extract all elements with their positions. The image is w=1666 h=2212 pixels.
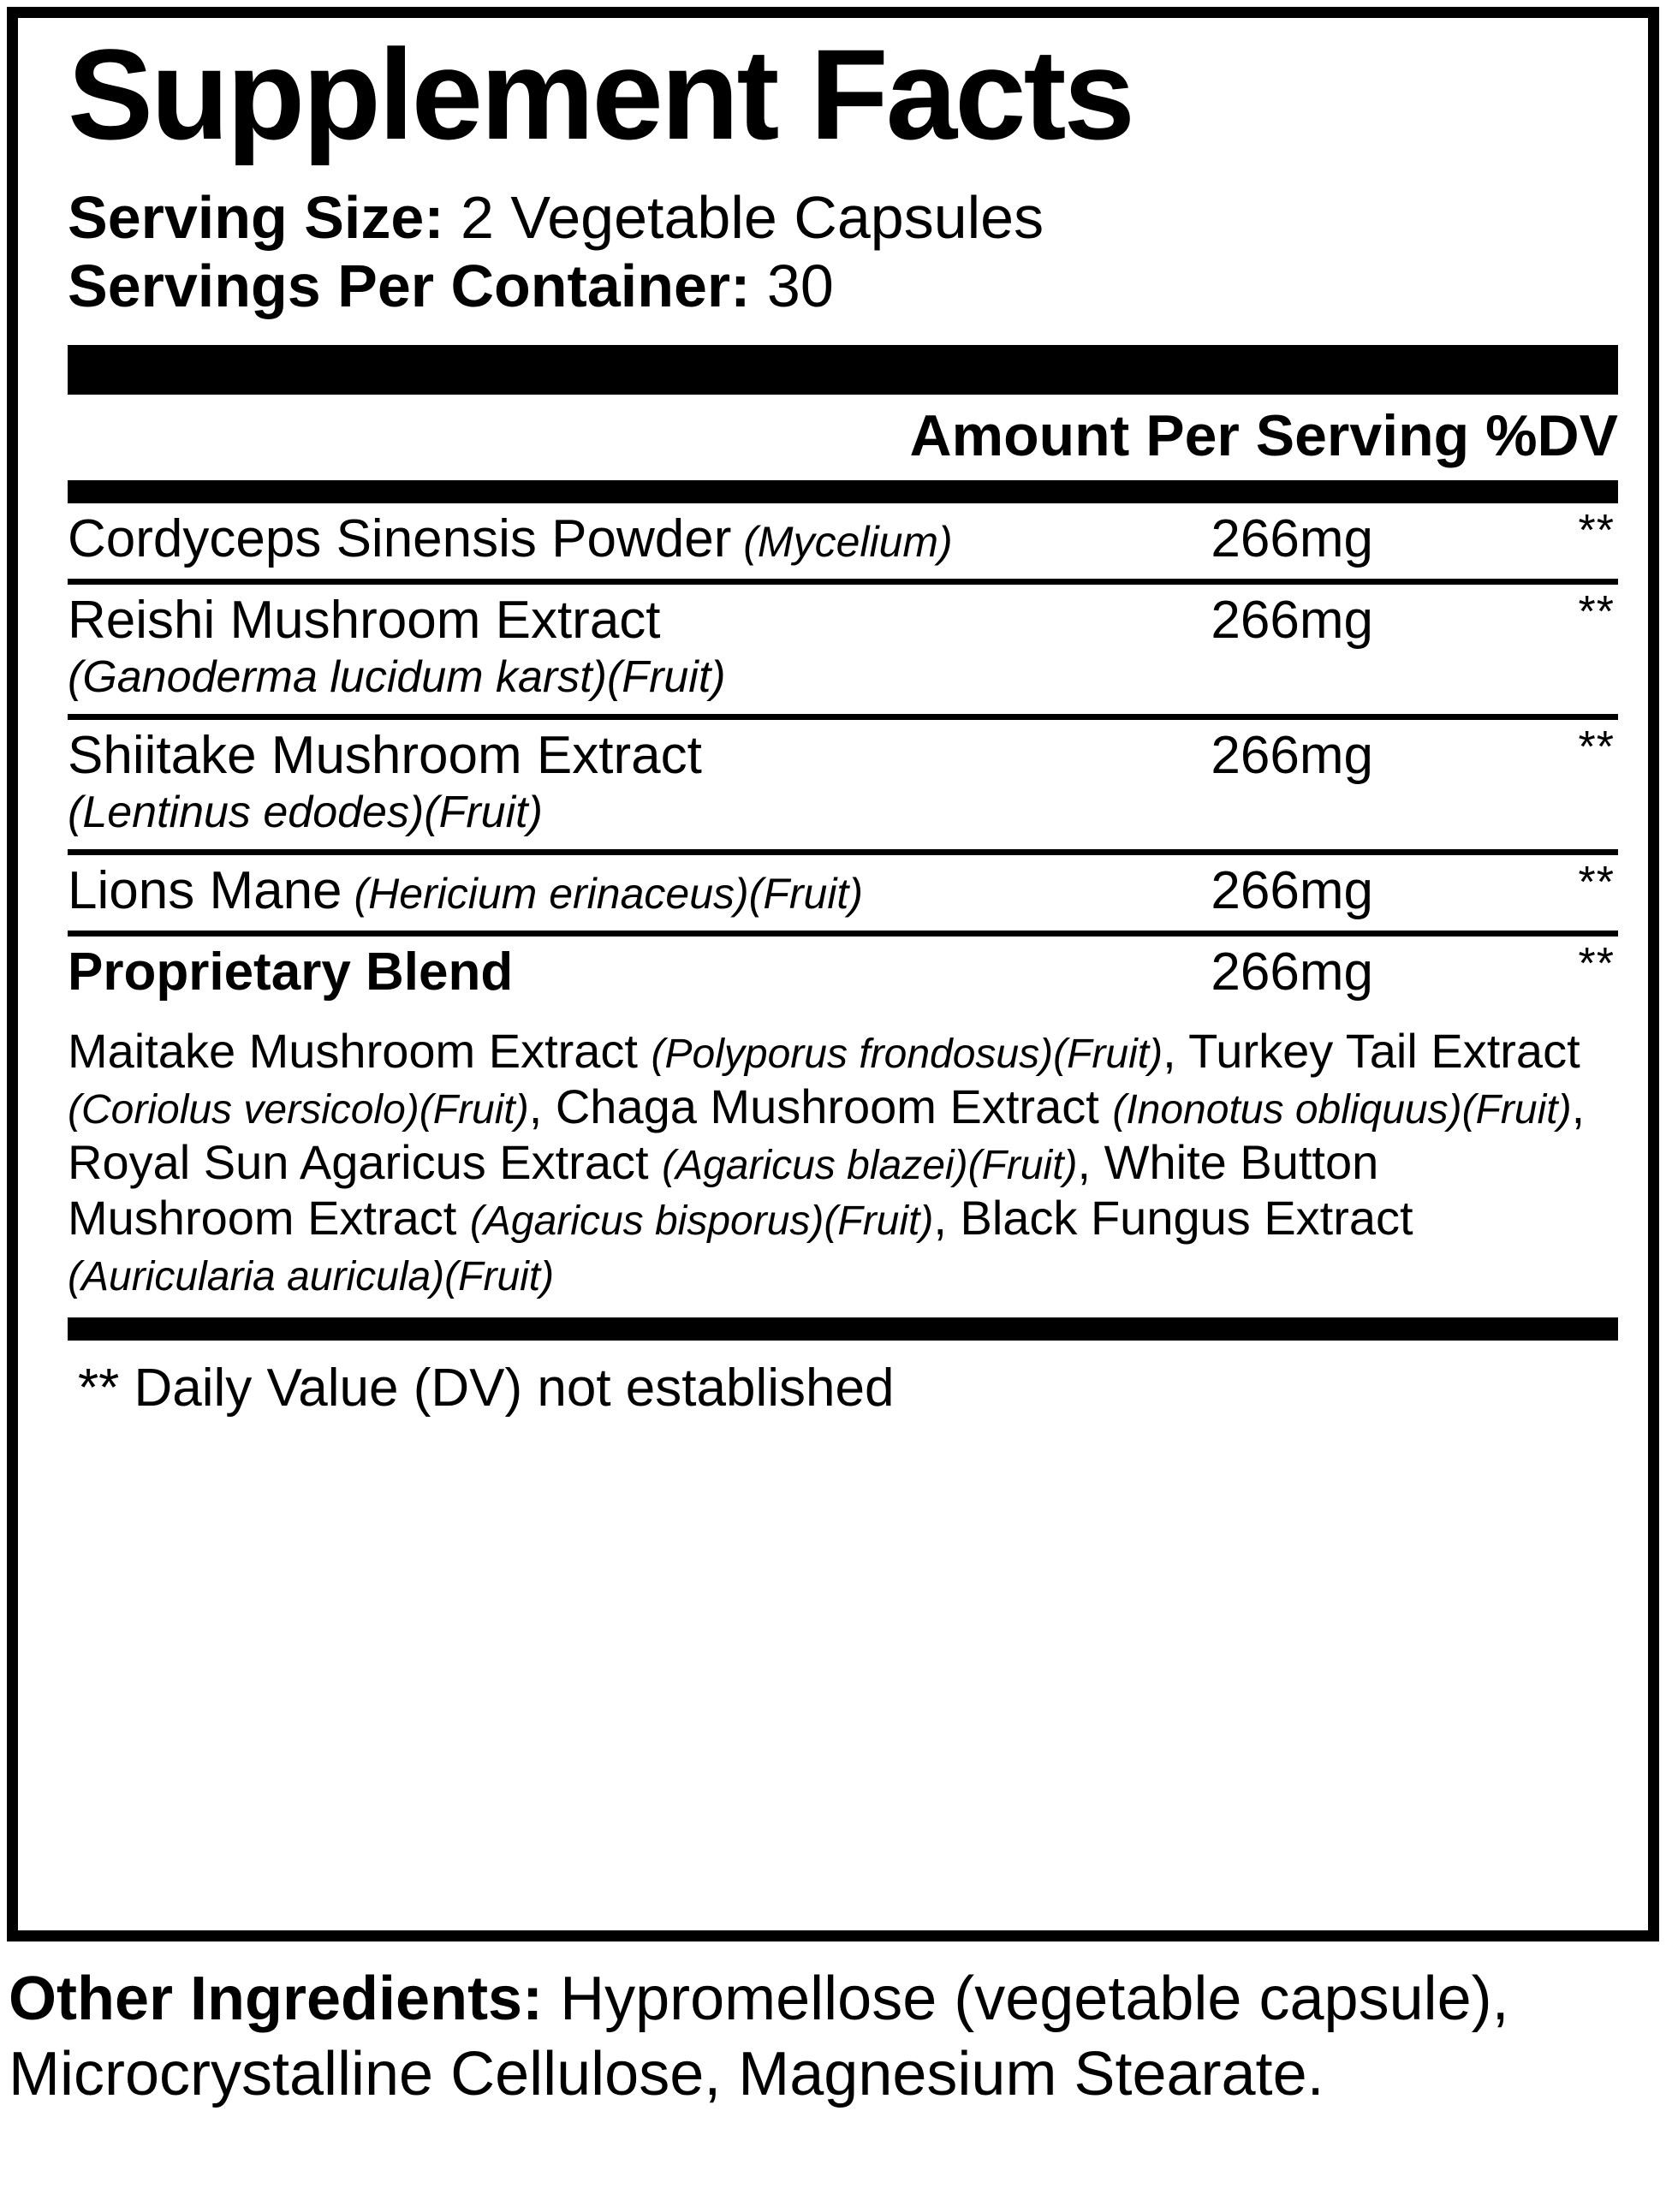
- serving-size-label: Serving Size:: [68, 184, 444, 251]
- blend-common-name: , Turkey Tail Extract: [1163, 1024, 1580, 1079]
- other-ingredients-value: Hypromellose (vegetable capsule), Microc…: [9, 1965, 1509, 2108]
- ingredient-amount: 266mg: [1211, 725, 1373, 785]
- row-separator-rule: [68, 849, 1618, 856]
- supplement-facts-panel: Supplement Facts Serving Size: 2 Vegetab…: [7, 7, 1659, 1941]
- header-bottom-rule: [68, 479, 1618, 503]
- blend-latin-name: (Agaricus bisporus)(Fruit): [469, 1198, 934, 1244]
- blend-common-name: , Royal Sun Agaricus Extract: [68, 1079, 1586, 1189]
- page-title: Supplement Facts: [68, 22, 1135, 166]
- ingredient-daily-value: **: [1578, 939, 1615, 990]
- serving-size-line: Serving Size: 2 Vegetable Capsules: [68, 184, 1618, 253]
- ingredient-row: Reishi Mushroom Extract (Ganoderma lucidu…: [68, 585, 1618, 714]
- ingredient-name: Lions Mane (Hericium erinaceus)(Fruit): [68, 861, 1618, 921]
- ingredient-row: Lions Mane (Hericium erinaceus)(Fruit) 26…: [68, 855, 1618, 931]
- footnote-top-rule: [68, 1317, 1618, 1341]
- blend-common-name: , Chaga Mushroom Extract: [528, 1079, 1113, 1134]
- ingredient-rows: Cordyceps Sinensis Powder (Mycelium) 266m…: [68, 503, 1618, 1012]
- ingredient-amount: 266mg: [1211, 861, 1373, 921]
- ingredient-name-text: Lions Mane: [68, 861, 342, 921]
- blend-common-name: , White Button Mushroom Extract: [68, 1134, 1379, 1245]
- amount-per-serving-header: Amount Per Serving %DV: [909, 402, 1619, 468]
- ingredient-row: Shiitake Mushroom Extract (Lentinus edode…: [68, 720, 1618, 849]
- blend-latin-name: (Coriolus versicolo)(Fruit): [68, 1087, 529, 1133]
- servings-per-container-value: 30: [766, 252, 834, 319]
- ingredient-daily-value: **: [1578, 505, 1615, 556]
- ingredient-name-text: Reishi Mushroom Extract: [68, 590, 661, 650]
- header-band-rule: [68, 344, 1618, 395]
- ingredient-daily-value: **: [1578, 722, 1615, 772]
- ingredient-latin-block: (Lentinus edodes)(Fruit): [68, 787, 543, 837]
- serving-size-value: 2 Vegetable Capsules: [461, 184, 1044, 251]
- blend-latin-name: (Auricularia auricula)(Fruit): [68, 1253, 555, 1299]
- blend-latin-name: (Polyporus frondosus)(Fruit): [651, 1032, 1163, 1078]
- blend-common-name: , Black Fungus Extract: [933, 1190, 1413, 1245]
- ingredient-name: Cordyceps Sinensis Powder (Mycelium): [68, 508, 1618, 568]
- proprietary-blend-detail: Maitake Mushroom Extract (Polyporus fron…: [68, 1012, 1618, 1317]
- row-separator-rule: [68, 578, 1618, 585]
- ingredient-name: Proprietary Blend: [68, 942, 1618, 1002]
- ingredient-amount: 266mg: [1211, 590, 1373, 650]
- ingredient-row: Proprietary Blend 266mg **: [68, 937, 1618, 1012]
- daily-value-footnote: ** Daily Value (DV) not established: [78, 1358, 895, 1418]
- ingredient-amount: 266mg: [1211, 508, 1373, 568]
- ingredient-daily-value: **: [1578, 586, 1615, 637]
- other-ingredients-label: Other Ingredients:: [9, 1965, 544, 2033]
- ingredient-name-text: Shiitake Mushroom Extract: [68, 725, 702, 785]
- row-separator-rule: [68, 713, 1618, 720]
- ingredient-latin-inline: (Mycelium): [731, 517, 953, 566]
- ingredient-row: Cordyceps Sinensis Powder (Mycelium) 266m…: [68, 503, 1618, 579]
- ingredient-name: Shiitake Mushroom Extract (Lentinus edode…: [68, 725, 1618, 839]
- ingredient-name: Reishi Mushroom Extract (Ganoderma lucidu…: [68, 592, 1618, 704]
- ingredient-amount: 266mg: [1211, 942, 1373, 1002]
- blend-latin-name: (Agaricus blazei)(Fruit): [662, 1142, 1078, 1188]
- servings-per-container-label: Servings Per Container:: [68, 252, 751, 319]
- blend-latin-name: (Inonotus obliquus)(Fruit): [1112, 1087, 1572, 1133]
- other-ingredients-block: Other Ingredients: Hypromellose (vegetab…: [9, 1962, 1661, 2113]
- ingredient-daily-value: **: [1578, 858, 1615, 908]
- row-separator-rule: [68, 931, 1618, 937]
- ingredient-name-text: Cordyceps Sinensis Powder: [68, 508, 732, 568]
- blend-common-name: Maitake Mushroom Extract: [68, 1024, 652, 1079]
- ingredient-latin-inline: (Hericium erinaceus)(Fruit): [342, 870, 863, 919]
- supplement-facts-inner: Supplement Facts Serving Size: 2 Vegetab…: [18, 30, 1648, 1942]
- ingredient-name-text: Proprietary Blend: [68, 942, 514, 1002]
- ingredient-latin-block: (Ganoderma lucidum karst)(Fruit): [68, 651, 726, 702]
- servings-per-container-line: Servings Per Container: 30: [68, 253, 1618, 321]
